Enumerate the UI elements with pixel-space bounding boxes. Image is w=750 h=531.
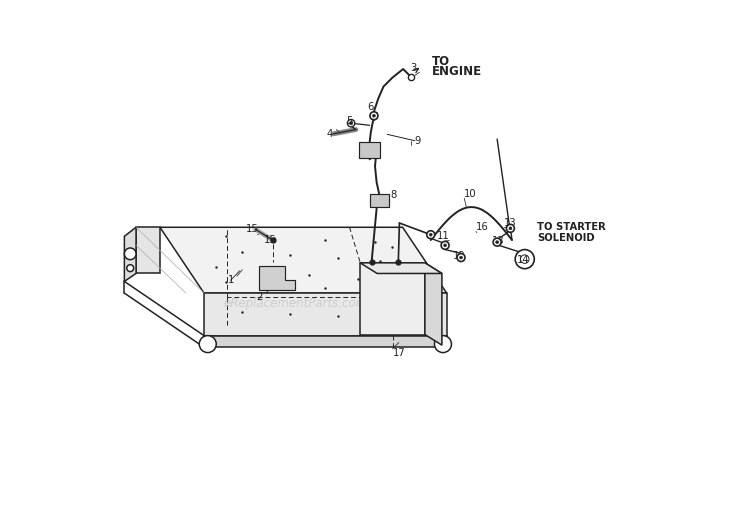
Text: 8: 8 [391,191,397,200]
Circle shape [347,119,355,127]
Circle shape [429,233,432,236]
Circle shape [506,224,515,233]
Text: 5: 5 [346,116,352,126]
Polygon shape [160,227,447,293]
Polygon shape [370,194,388,207]
Circle shape [127,264,134,272]
Polygon shape [360,263,442,273]
Circle shape [370,112,378,120]
Polygon shape [124,227,136,281]
Polygon shape [360,263,425,335]
Polygon shape [260,266,296,290]
Circle shape [457,253,465,261]
Circle shape [444,244,446,247]
Text: eReplacementParts.com: eReplacementParts.com [224,297,368,310]
Text: +: + [383,288,391,296]
Circle shape [200,336,216,353]
Text: TO: TO [432,55,451,67]
Text: 15: 15 [263,235,276,245]
Text: 3: 3 [410,63,416,73]
Circle shape [509,227,512,230]
Text: 14: 14 [518,255,530,265]
Text: 2: 2 [256,293,262,302]
Text: 9: 9 [414,136,421,145]
Text: 7: 7 [362,143,369,152]
Text: 12: 12 [452,251,465,261]
Circle shape [441,241,449,250]
Circle shape [520,255,529,263]
Circle shape [427,230,435,239]
Circle shape [515,250,534,269]
Text: 6: 6 [368,102,374,112]
Polygon shape [136,227,160,273]
Text: TO STARTER: TO STARTER [537,222,606,232]
Text: 4: 4 [327,129,333,139]
Polygon shape [425,263,442,345]
Circle shape [496,241,499,244]
Text: SOLENOID: SOLENOID [537,233,595,243]
Text: ENGINE: ENGINE [432,65,482,78]
Circle shape [460,256,463,259]
Text: 13: 13 [504,218,517,228]
Polygon shape [204,293,447,336]
Circle shape [494,238,501,246]
Circle shape [124,248,136,260]
Text: 11: 11 [436,232,449,241]
Polygon shape [359,142,380,158]
Text: 16: 16 [476,222,489,232]
Circle shape [350,122,352,125]
Polygon shape [204,336,447,347]
Text: 13: 13 [492,236,505,246]
Circle shape [373,114,375,117]
Text: 1: 1 [227,276,234,285]
Text: 17: 17 [392,348,405,358]
Text: 15: 15 [245,225,258,234]
Circle shape [434,336,451,353]
Text: 10: 10 [464,189,477,199]
